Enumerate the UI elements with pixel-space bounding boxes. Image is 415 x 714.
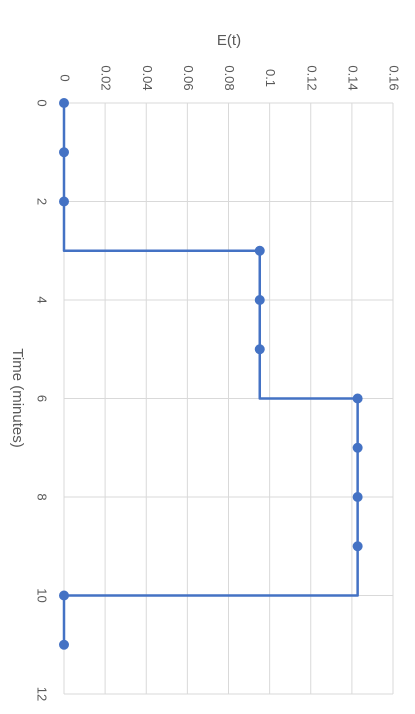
data-point — [59, 147, 69, 158]
series-line — [62, 103, 359, 645]
y-tick-label: 0.02 — [99, 65, 114, 90]
series — [59, 98, 363, 650]
data-point — [254, 344, 265, 355]
y-tick-label: 0.04 — [140, 65, 155, 90]
data-point — [59, 639, 69, 650]
x-tick-label: 2 — [35, 198, 50, 205]
y-tick-label: 0.06 — [181, 65, 196, 90]
y-tick-label: 0.12 — [304, 65, 319, 90]
x-tick-label: 8 — [35, 493, 50, 500]
x-tick-label: 10 — [35, 588, 50, 602]
y-tick-label: 0.08 — [222, 65, 237, 90]
data-point — [254, 295, 265, 305]
x-tick-label: 0 — [35, 99, 50, 106]
data-point — [352, 492, 363, 502]
x-tick-label: 6 — [35, 395, 50, 402]
y-tick-label: 0.1 — [263, 69, 278, 87]
x-tick-label: 4 — [35, 296, 50, 303]
data-point — [352, 393, 363, 404]
x-axis-title: Time (minutes) — [9, 348, 26, 447]
y-tick-label: 0.16 — [387, 65, 402, 90]
data-point — [59, 98, 69, 108]
data-point — [59, 590, 69, 601]
tick-labels: 0 0.02 0.04 0.06 0.08 0.1 0.12 0.14 0.16 0 2 4 6 8 10 1… — [35, 65, 402, 701]
data-point — [352, 442, 363, 453]
y-tick-label: 0.14 — [345, 65, 360, 90]
y-axis-title: E(t) — [217, 32, 241, 49]
y-tick-label: 0 — [58, 74, 73, 81]
data-point — [59, 196, 69, 207]
data-point — [352, 541, 363, 552]
x-tick-label: 12 — [35, 687, 50, 701]
data-point — [254, 245, 265, 256]
